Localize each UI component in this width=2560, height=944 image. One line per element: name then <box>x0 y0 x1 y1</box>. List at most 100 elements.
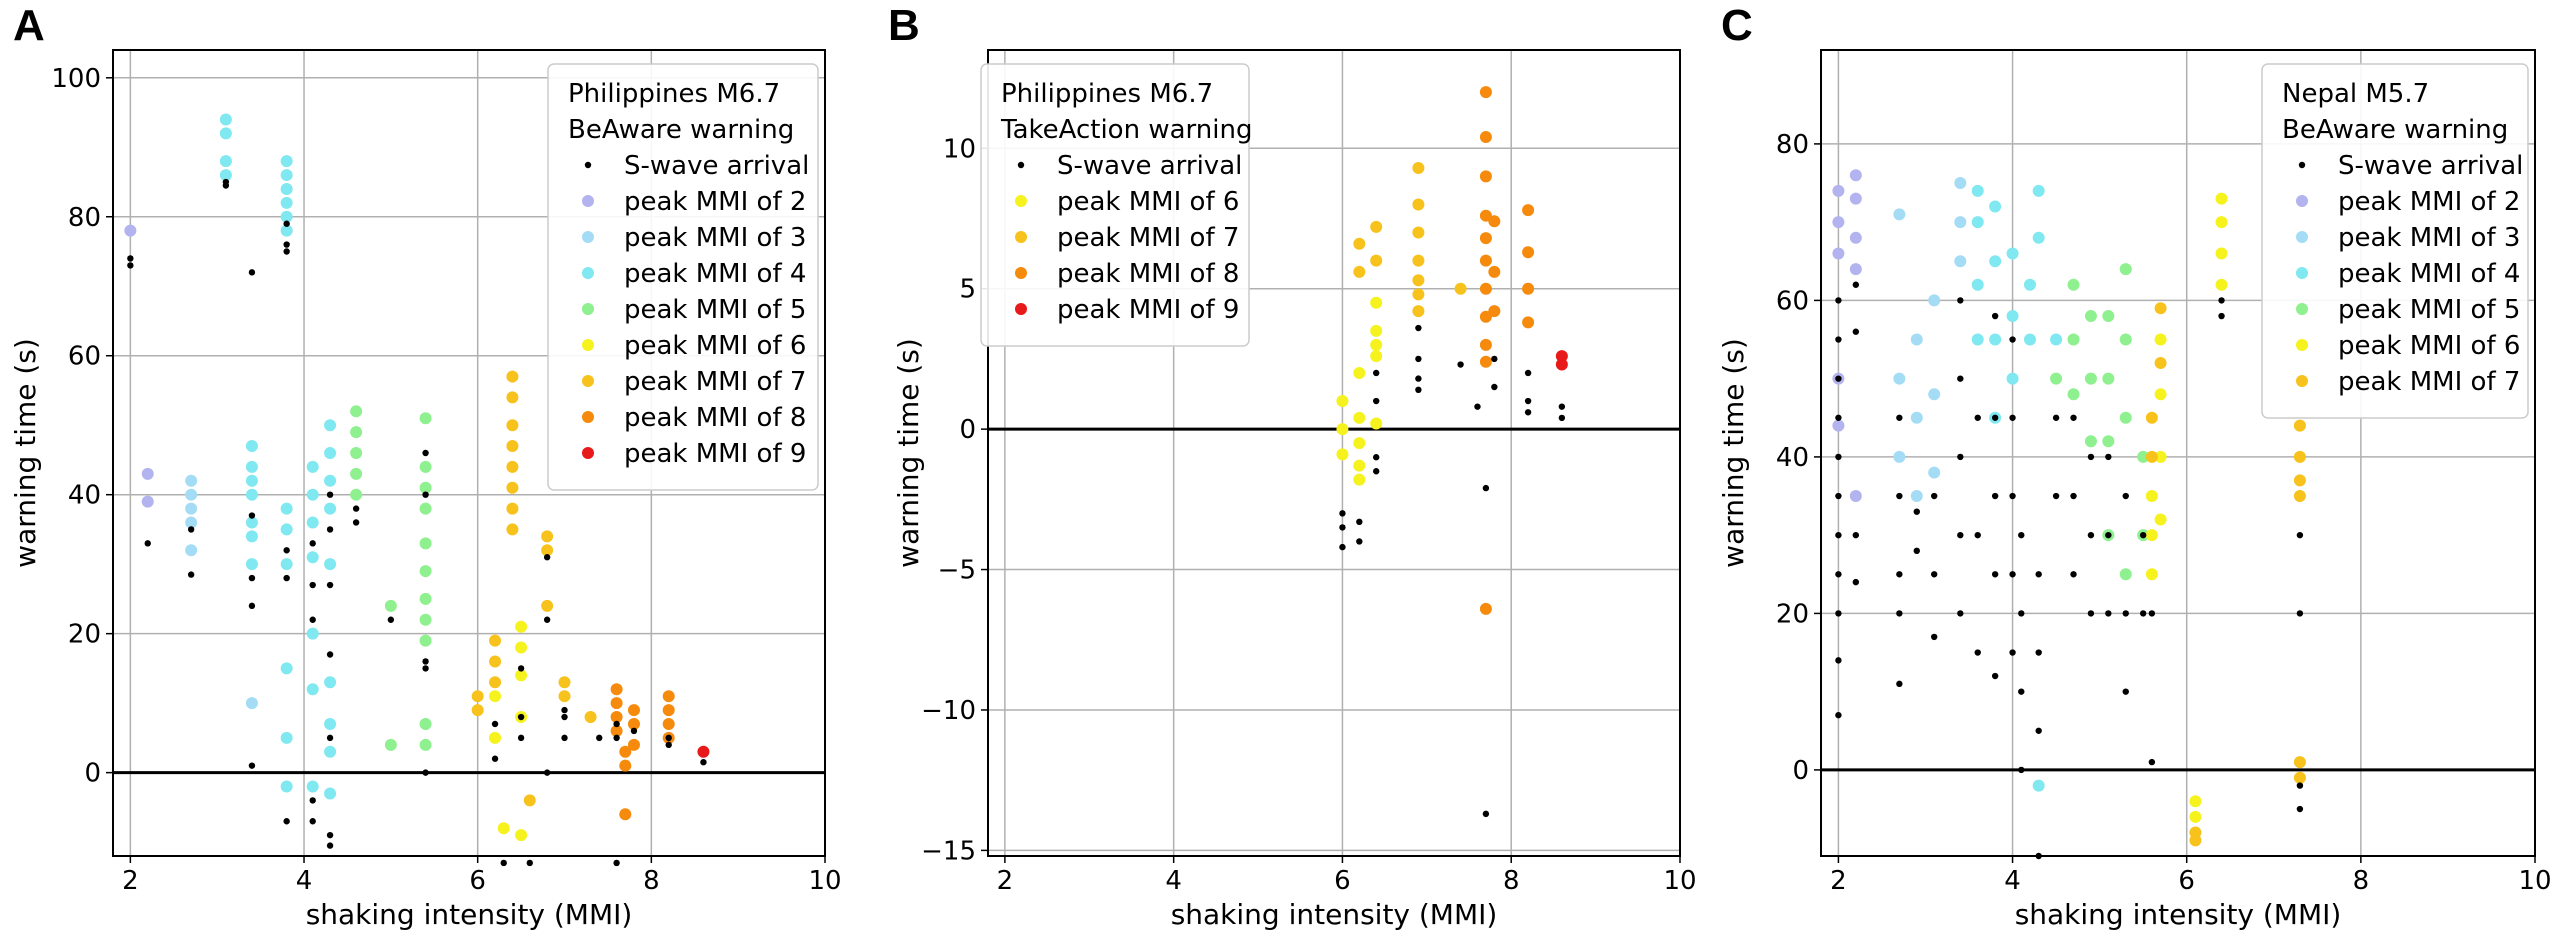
data-point <box>613 734 620 742</box>
series-peak-mmi-of-6 <box>1336 296 1383 486</box>
data-point <box>1954 255 1967 268</box>
series-peak-mmi-of-7 <box>471 370 597 807</box>
data-point <box>324 419 337 432</box>
data-point <box>352 519 360 526</box>
data-point <box>2296 782 2304 789</box>
data-point <box>2009 492 2016 500</box>
data-point <box>283 220 290 227</box>
plot-frame <box>112 49 826 857</box>
data-point <box>2035 649 2042 656</box>
data-point <box>1989 333 2002 346</box>
data-point <box>2032 184 2045 197</box>
data-point <box>422 449 429 457</box>
panel-letter: A <box>13 1 45 50</box>
data-point <box>1910 490 1923 503</box>
y-tick-label: 40 <box>1776 443 1809 473</box>
data-point <box>2119 263 2132 276</box>
data-point <box>665 734 672 742</box>
data-point <box>387 616 395 623</box>
data-point <box>1835 414 1842 421</box>
data-point <box>280 731 293 744</box>
data-point <box>2006 310 2019 323</box>
data-point <box>2119 568 2132 581</box>
legend-entry-peak-mmi-of-9: peak MMI of 9 <box>1057 295 1239 325</box>
data-point <box>1852 578 1860 586</box>
data-point <box>1835 610 1842 617</box>
data-point <box>280 182 293 195</box>
data-point <box>2293 419 2306 432</box>
data-point <box>419 412 432 425</box>
data-point <box>1479 310 1492 323</box>
data-point <box>324 745 337 758</box>
data-point <box>1372 454 1380 461</box>
series-peak-mmi-of-3 <box>1893 177 1967 503</box>
data-point <box>219 155 232 168</box>
data-point <box>2215 192 2228 205</box>
data-point <box>2087 610 2095 617</box>
data-point <box>1954 177 1967 190</box>
data-point <box>283 818 290 825</box>
plot-frame <box>987 49 1681 857</box>
legend-entry-peak-mmi-of-8: peak MMI of 8 <box>624 403 806 433</box>
x-tick-label: 2 <box>997 866 1014 896</box>
legend-marker <box>2298 161 2306 169</box>
data-point <box>422 665 429 672</box>
data-point <box>245 558 258 571</box>
data-point <box>326 842 334 849</box>
data-point <box>245 440 258 453</box>
data-point <box>627 717 640 730</box>
data-point <box>248 762 256 769</box>
series-peak-mmi-of-2 <box>1832 169 1862 503</box>
data-point <box>489 731 502 744</box>
y-tick-label: 40 <box>68 481 101 511</box>
data-point <box>1353 265 1366 278</box>
data-point <box>523 794 536 807</box>
data-point <box>543 616 551 623</box>
data-point <box>506 460 519 473</box>
y-axis-label: warning time (s) <box>9 338 42 568</box>
data-point <box>1893 450 1906 463</box>
data-point <box>2296 805 2304 813</box>
data-point <box>1415 324 1422 332</box>
data-point <box>1974 531 1981 539</box>
legend-entry-peak-mmi-of-3: peak MMI of 3 <box>624 223 806 253</box>
data-point <box>1893 372 1906 385</box>
data-point <box>619 808 632 821</box>
data-point <box>326 526 334 533</box>
data-point <box>491 755 499 762</box>
data-point <box>1370 324 1383 337</box>
data-point <box>1913 547 1920 555</box>
data-point <box>2145 529 2158 542</box>
data-point <box>1910 411 1923 424</box>
data-point <box>2052 414 2060 421</box>
data-point <box>419 613 432 626</box>
data-point <box>2293 490 2306 503</box>
data-point <box>2067 278 2080 291</box>
data-point <box>245 460 258 473</box>
data-point <box>384 599 397 612</box>
data-point <box>2032 231 2045 244</box>
legend: Nepal M5.7 BeAware warning S-wave arrival p… <box>2261 63 2529 419</box>
data-point <box>2218 297 2225 304</box>
data-point <box>2052 492 2060 500</box>
legend-title: Philippines M6.7 <box>1001 79 1213 109</box>
data-point <box>1524 369 1532 377</box>
data-point <box>1928 294 1941 307</box>
data-point <box>280 196 293 209</box>
data-point <box>350 447 363 459</box>
data-point <box>610 711 623 724</box>
data-point <box>2023 278 2036 291</box>
series-peak-mmi-of-5 <box>2050 263 2150 581</box>
data-point <box>471 690 484 703</box>
legend-marker <box>2296 231 2308 243</box>
data-point <box>1930 571 1938 578</box>
data-point <box>1370 338 1383 351</box>
data-point <box>1412 274 1425 287</box>
data-point <box>697 745 710 758</box>
data-point <box>541 599 554 612</box>
y-axis-label: warning time (s) <box>1717 338 1750 568</box>
data-point <box>127 255 134 262</box>
data-point <box>2084 435 2097 448</box>
data-point <box>350 488 363 501</box>
data-point <box>1896 571 1903 578</box>
